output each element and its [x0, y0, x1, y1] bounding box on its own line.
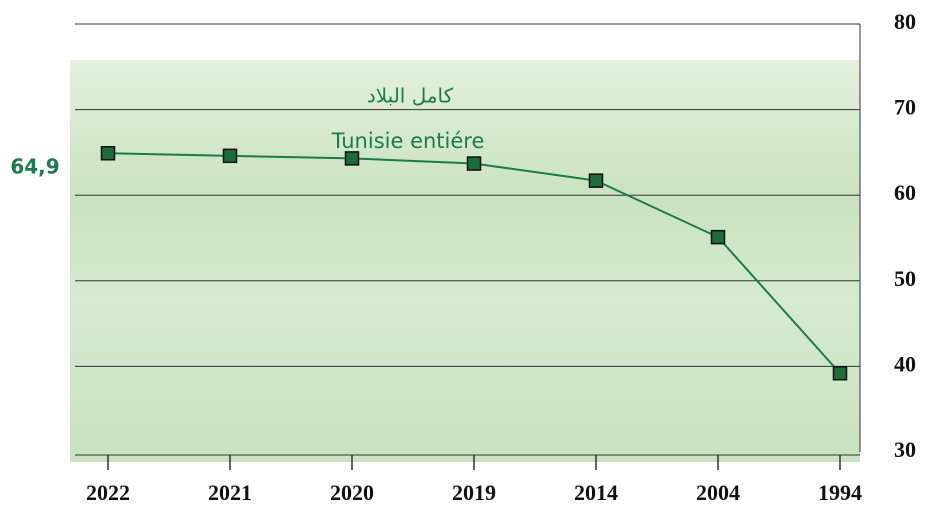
- chart: كامل البلاد Tunisie entiére 30 40 50 60 70 80…: [0, 0, 933, 508]
- marker: [834, 367, 847, 380]
- marker: [224, 149, 237, 162]
- y-tick-label: 30: [894, 437, 916, 462]
- x-tick-label: 2022: [86, 480, 130, 505]
- x-tick-label: 1994: [818, 480, 862, 505]
- marker: [712, 231, 725, 244]
- y-tick-label: 50: [894, 266, 916, 291]
- marker: [102, 147, 115, 160]
- x-tick-label: 2021: [208, 480, 252, 505]
- marker: [468, 157, 481, 170]
- x-tick-label: 2020: [330, 480, 374, 505]
- annotation: كامل البلاد: [367, 84, 454, 108]
- data-label: 64,9: [10, 155, 59, 179]
- y-tick-label: 40: [894, 351, 916, 376]
- x-tick-label: 2004: [696, 480, 740, 505]
- y-tick-label: 70: [894, 95, 916, 120]
- marker: [346, 152, 359, 165]
- y-tick-label: 80: [894, 9, 916, 34]
- legend-entry: Tunisie entiére: [331, 129, 485, 153]
- y-tick-label: 60: [894, 180, 916, 205]
- plot-background: [70, 60, 860, 462]
- marker: [590, 174, 603, 187]
- x-tick-label: 2014: [574, 480, 618, 505]
- x-tick-label: 2019: [452, 480, 496, 505]
